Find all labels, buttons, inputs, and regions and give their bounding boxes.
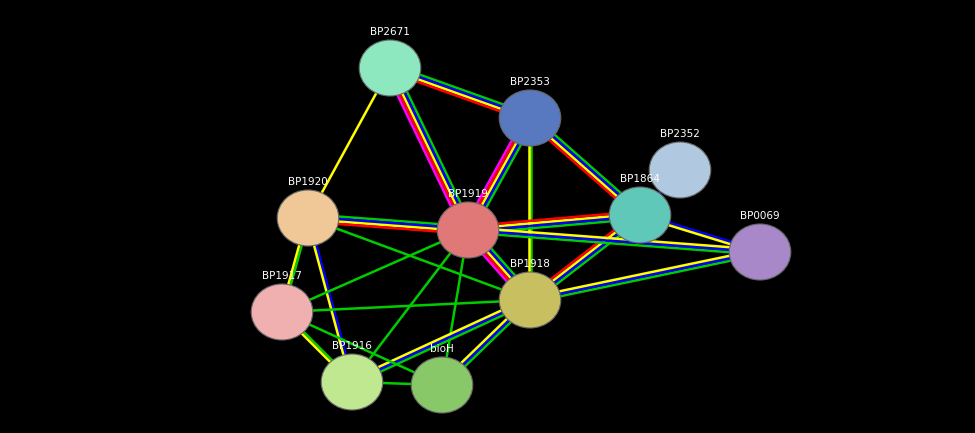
Ellipse shape [359, 40, 421, 96]
Ellipse shape [729, 224, 791, 280]
Ellipse shape [411, 357, 473, 413]
Ellipse shape [499, 90, 561, 146]
Ellipse shape [649, 142, 711, 198]
Ellipse shape [252, 284, 313, 340]
Text: BP1918: BP1918 [510, 259, 550, 269]
Text: BP0069: BP0069 [740, 211, 780, 221]
Ellipse shape [609, 187, 671, 243]
Text: BP1917: BP1917 [262, 271, 302, 281]
Text: BP1864: BP1864 [620, 174, 660, 184]
Text: BP1919: BP1919 [448, 189, 488, 199]
Ellipse shape [437, 202, 499, 258]
Ellipse shape [321, 354, 383, 410]
Text: BP2352: BP2352 [660, 129, 700, 139]
Ellipse shape [499, 272, 561, 328]
Ellipse shape [277, 190, 338, 246]
Text: bioH: bioH [430, 344, 454, 354]
Text: BP2671: BP2671 [370, 27, 410, 37]
Text: BP1916: BP1916 [332, 341, 371, 351]
Text: BP2353: BP2353 [510, 77, 550, 87]
Text: BP1920: BP1920 [289, 177, 328, 187]
